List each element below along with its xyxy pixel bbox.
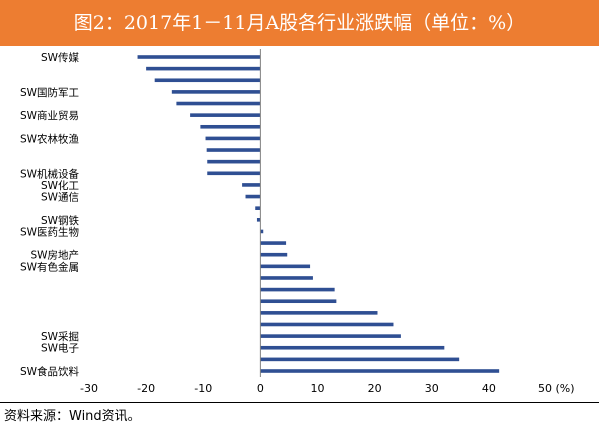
bar-SW建筑装饰 (200, 124, 261, 129)
category-label: SW机械设备 (20, 167, 80, 180)
bar-SW非银金融 (260, 311, 378, 315)
bar-SW汽车 (255, 206, 261, 210)
bar-SW计算机 (176, 101, 261, 106)
bar-SW农林牧渔 (205, 136, 261, 141)
title-banner (0, 0, 599, 46)
category-label: SW钢铁 (41, 214, 80, 227)
bar-SW医药生物 (260, 229, 264, 234)
x-tick-label: 30 (425, 382, 439, 395)
category-label: SW有色金属 (20, 260, 79, 273)
bar-SW通信 (245, 194, 261, 199)
bar-SW纺织服装 (146, 66, 261, 71)
category-label: SW食品饮料 (20, 365, 80, 378)
x-tick-label: 40 (482, 382, 496, 395)
bar-SW综合 (154, 78, 261, 83)
bar-SW钢铁 (256, 218, 261, 222)
x-tick-label: -10 (194, 382, 212, 395)
bar-SW家用电器 (260, 322, 394, 327)
bar-SW食品饮料 (260, 369, 500, 373)
bar-SW采掘 (260, 334, 401, 338)
bar-SW国防军工 (171, 90, 261, 94)
category-label: SW电子 (41, 342, 79, 355)
bar-SW休闲服务 (260, 357, 460, 362)
category-label: SW商业贸易 (20, 109, 79, 122)
bar-SW银行 (260, 299, 337, 304)
x-tick-label: -30 (80, 382, 98, 395)
source-divider (0, 402, 599, 403)
bar-SW电气设备 (260, 241, 287, 245)
source-note: 资料来源：Wind资讯。 (4, 409, 141, 424)
bar-SW交通运输 (207, 159, 261, 164)
category-label: SW化工 (41, 179, 79, 192)
bar-SW化工 (242, 183, 261, 187)
category-label: SW通信 (41, 192, 79, 204)
category-label: SW房地产 (30, 249, 79, 262)
bar-SW传媒 (137, 55, 261, 59)
x-tick-label: 50 (%) (538, 382, 575, 395)
bar-SW机械设备 (207, 171, 261, 176)
bar-SW公用事业 (206, 148, 261, 152)
x-tick-label: 0 (257, 382, 264, 395)
category-label: SW国防军工 (20, 86, 79, 99)
chart-title: 图2：2017年1－11月A股各行业涨跌幅（单位：%） (73, 12, 526, 34)
bar-SW轻工制造 (260, 276, 313, 280)
x-tick-label: 20 (368, 382, 382, 395)
category-label: SW传媒 (41, 51, 80, 64)
x-tick-label: 10 (311, 382, 325, 395)
category-label: SW农林牧渔 (20, 132, 79, 145)
bar-SW电子 (260, 345, 445, 350)
bar-SW有色金属 (260, 264, 311, 269)
x-tick-label: -20 (137, 382, 155, 395)
category-label: SW医药生物 (20, 225, 79, 238)
bar-SW商业贸易 (190, 113, 261, 117)
bar-SW房地产 (260, 252, 288, 257)
category-label: SW采掘 (41, 330, 79, 343)
bar-SW建筑材料 (260, 287, 335, 292)
